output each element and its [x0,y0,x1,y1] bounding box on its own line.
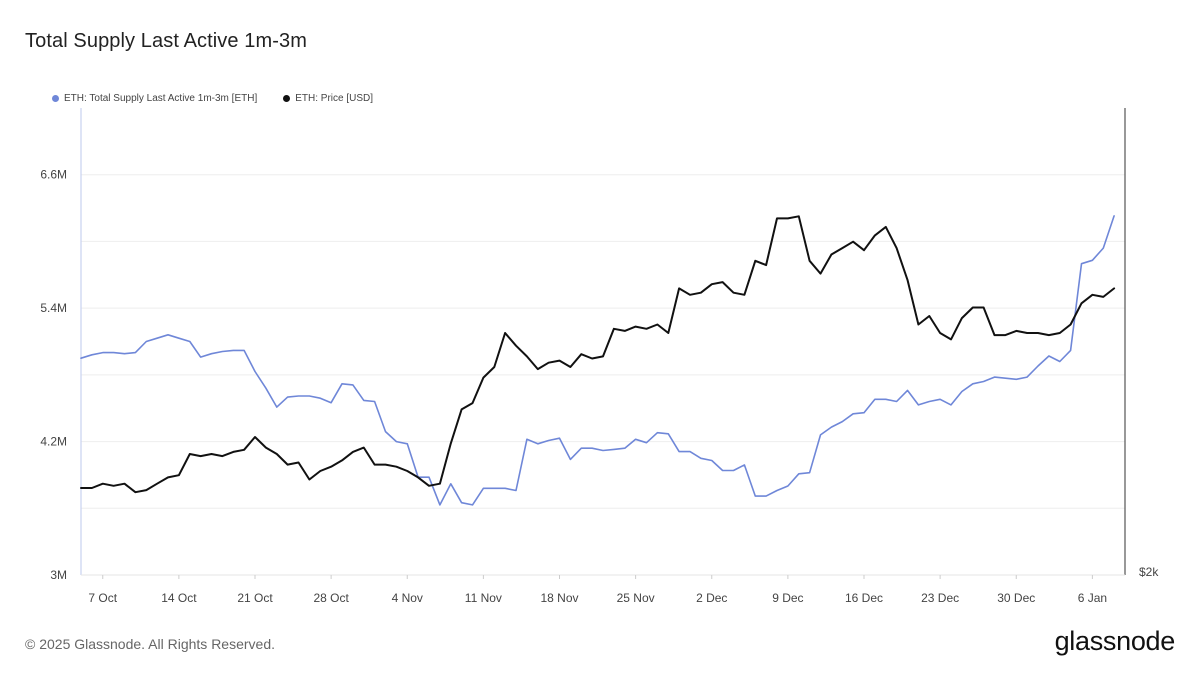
x-tick-label: 16 Dec [845,591,883,605]
y-tick-label-left: 4.2M [40,435,67,449]
series-line-supply [80,215,1115,506]
x-tick-label: 9 Dec [772,591,803,605]
x-tick-label: 28 Oct [313,591,349,605]
series-line-price [80,215,1116,494]
y-tick-label-right: $2k [1139,565,1159,579]
x-tick-label: 4 Nov [392,591,423,605]
y-tick-label-left: 6.6M [40,168,67,182]
x-tick-label: 7 Oct [88,591,117,605]
x-tick-label: 23 Dec [921,591,959,605]
x-tick-label: 21 Oct [237,591,273,605]
y-tick-label-left: 5.4M [40,301,67,315]
glassnode-logo: glassnode [1054,626,1176,656]
x-tick-label: 11 Nov [465,591,502,605]
x-tick-label: 30 Dec [997,591,1035,605]
x-tick-label: 18 Nov [540,591,578,605]
y-tick-label-left: 3M [50,568,67,582]
x-tick-label: 25 Nov [617,591,655,605]
chart-legend: ETH: Total Supply Last Active 1m-3m [ETH… [52,93,373,104]
legend-label-price: ETH: Price [USD] [295,93,374,104]
x-tick-label: 14 Oct [161,591,197,605]
chart-title: Total Supply Last Active 1m-3m [25,30,308,52]
legend-dot-supply [52,95,59,102]
legend-dot-price [283,95,291,102]
legend-item-price[interactable]: ETH: Price [USD] [283,93,373,104]
copyright-text: © 2025 Glassnode. All Rights Reserved. [25,636,276,652]
x-tick-label: 2 Dec [696,591,727,605]
x-tick-label: 6 Jan [1078,591,1107,605]
legend-label-supply: ETH: Total Supply Last Active 1m-3m [ETH… [64,93,258,104]
legend-item-supply[interactable]: ETH: Total Supply Last Active 1m-3m [ETH… [52,93,257,104]
